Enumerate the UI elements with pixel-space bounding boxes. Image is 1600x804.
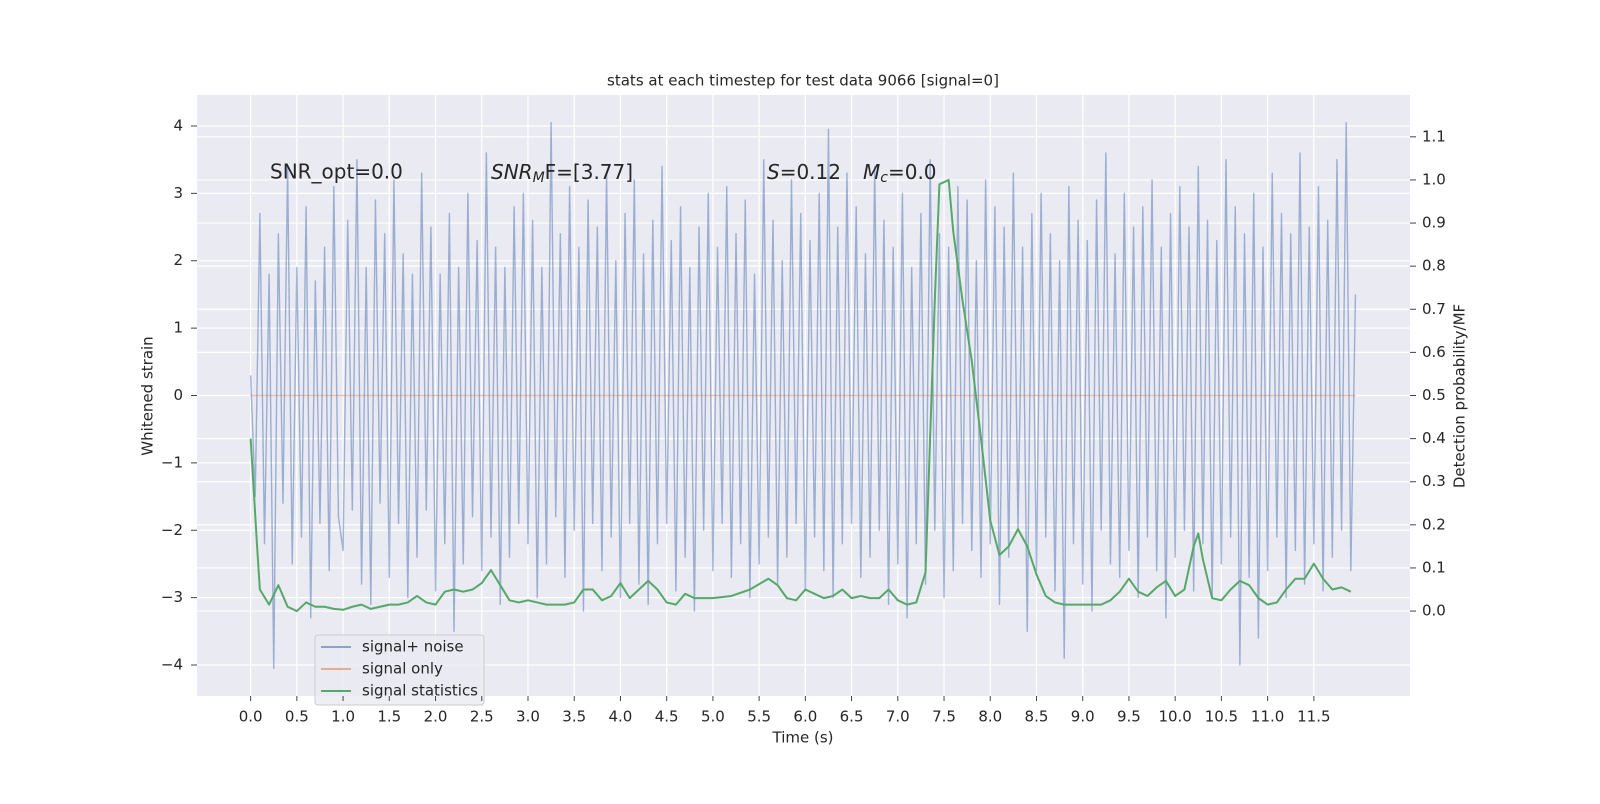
x-tick-label: 0.0 [239, 708, 263, 726]
x-tick-label: 8.5 [1025, 708, 1049, 726]
x-tick-label: 7.0 [886, 708, 910, 726]
y-tick-label: −4 [161, 656, 183, 674]
y2-tick-label: 0.3 [1422, 472, 1446, 490]
annotation-part: M [863, 160, 880, 184]
y2-tick-label: 0.4 [1422, 429, 1446, 447]
x-tick-label: 10.0 [1158, 708, 1191, 726]
y-tick-label: 0 [173, 386, 183, 404]
y-tick-label: 1 [173, 319, 183, 337]
x-tick-label: 9.0 [1071, 708, 1095, 726]
annotation: SNR_opt=0.0 [270, 160, 403, 184]
annotation: S=0.12 Mc=0.0 [767, 160, 937, 187]
y-tick-label: −1 [161, 453, 183, 471]
x-tick-label: 4.0 [609, 708, 633, 726]
x-tick-label: 1.0 [331, 708, 355, 726]
x-tick-label: 3.0 [516, 708, 540, 726]
y2-tick-label: 1.0 [1422, 170, 1446, 188]
y-axis-label: Whitened strain [139, 336, 157, 455]
legend-box [314, 634, 485, 706]
y2-axis-label: Detection probability/MF [1451, 304, 1469, 488]
annotation-part: S [767, 160, 780, 184]
x-tick-label: 4.5 [655, 708, 679, 726]
x-tick-label: 0.5 [285, 708, 309, 726]
x-tick-label: 5.0 [701, 708, 725, 726]
x-tick-label: 9.5 [1117, 708, 1141, 726]
x-tick-label: 11.0 [1251, 708, 1284, 726]
y2-tick-label: 0.1 [1422, 558, 1446, 576]
x-tick-label: 1.5 [377, 708, 401, 726]
annotation-part: =0.12 [780, 160, 841, 184]
series-line [249, 121, 1357, 670]
x-tick-label: 8.0 [978, 708, 1002, 726]
marks [249, 121, 1357, 670]
y2-tick-label: 0.2 [1422, 515, 1446, 533]
x-tick-label: 7.5 [932, 708, 956, 726]
y-tick-label: −2 [161, 521, 183, 539]
annotation-part: c [880, 170, 888, 186]
y2-tick-label: 0.7 [1422, 300, 1446, 318]
y2-tick-label: 1.1 [1422, 127, 1446, 145]
y-tick-label: 3 [173, 184, 183, 202]
x-tick-label: 10.5 [1205, 708, 1238, 726]
series-line [249, 178, 1352, 613]
y-tick-label: 4 [173, 116, 183, 134]
x-tick-label: 11.5 [1297, 708, 1330, 726]
y2-tick-label: 0.9 [1422, 214, 1446, 232]
x-tick-label: 6.5 [840, 708, 864, 726]
annotation-part: =0.0 [888, 160, 937, 184]
annotation: SNRMF=[3.77] [491, 160, 633, 187]
y-tick-label: 2 [173, 251, 183, 269]
legend: signal+ noise signal only signal statistic… [314, 634, 485, 706]
annotation-part: SNR [491, 160, 533, 184]
chart-title: stats at each timestep for test data 906… [607, 72, 999, 90]
y2-tick-label: 0.8 [1422, 257, 1446, 275]
x-tick-label: 6.0 [793, 708, 817, 726]
y2-tick-label: 0.5 [1422, 386, 1446, 404]
x-tick-label: 3.5 [562, 708, 586, 726]
y-tick-label: −3 [161, 588, 183, 606]
annotation-part: M [533, 170, 545, 186]
x-tick-label: 5.5 [747, 708, 771, 726]
y2-tick-label: 0.0 [1422, 602, 1446, 620]
x-tick-label: 2.0 [424, 708, 448, 726]
legend-label: signal statistics [362, 682, 478, 700]
x-axis-label: Time (s) [772, 729, 834, 747]
legend-label: signal+ noise [362, 638, 464, 656]
annotation-part: F=[3.77] [545, 160, 633, 184]
legend-label: signal only [362, 660, 443, 678]
y2-tick-label: 0.6 [1422, 343, 1446, 361]
x-tick-label: 2.5 [470, 708, 494, 726]
